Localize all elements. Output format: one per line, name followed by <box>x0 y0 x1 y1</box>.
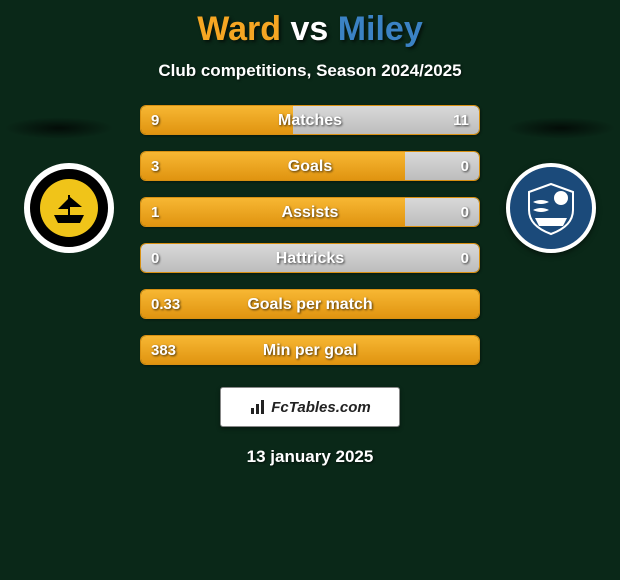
stat-row: 1Assists0 <box>140 197 480 227</box>
crest-inner <box>40 179 98 237</box>
chart-icon <box>249 398 267 416</box>
stat-row: 9Matches11 <box>140 105 480 135</box>
ship-icon <box>48 187 90 229</box>
player1-name: Ward <box>197 10 281 48</box>
badge-text: FcTables.com <box>271 399 370 416</box>
comparison-title: Ward vs Miley <box>0 0 620 49</box>
stat-label: Assists <box>141 198 479 227</box>
boston-united-crest <box>24 163 114 253</box>
comparison-arena: 9Matches113Goals01Assists00Hattricks00.3… <box>0 105 620 365</box>
stat-row: 383Min per goal <box>140 335 480 365</box>
stat-value-right: 0 <box>461 152 469 181</box>
fctables-badge[interactable]: FcTables.com <box>220 387 400 427</box>
footer-date: 13 january 2025 <box>0 447 620 467</box>
subtitle: Club competitions, Season 2024/2025 <box>0 61 620 81</box>
stat-value-right: 0 <box>461 198 469 227</box>
vs-text: vs <box>290 10 328 48</box>
stat-value-right: 0 <box>461 244 469 273</box>
player2-name: Miley <box>338 10 423 48</box>
shield-icon <box>521 178 581 238</box>
stat-label: Min per goal <box>141 336 479 365</box>
player1-shadow <box>4 117 114 139</box>
stat-label: Matches <box>141 106 479 135</box>
stat-bars: 9Matches113Goals01Assists00Hattricks00.3… <box>140 105 480 365</box>
stat-label: Goals per match <box>141 290 479 319</box>
southend-united-crest <box>506 163 596 253</box>
stat-label: Hattricks <box>141 244 479 273</box>
stat-row: 3Goals0 <box>140 151 480 181</box>
stat-row: 0Hattricks0 <box>140 243 480 273</box>
stat-value-right: 11 <box>453 106 469 135</box>
stat-row: 0.33Goals per match <box>140 289 480 319</box>
stat-label: Goals <box>141 152 479 181</box>
player2-shadow <box>506 117 616 139</box>
